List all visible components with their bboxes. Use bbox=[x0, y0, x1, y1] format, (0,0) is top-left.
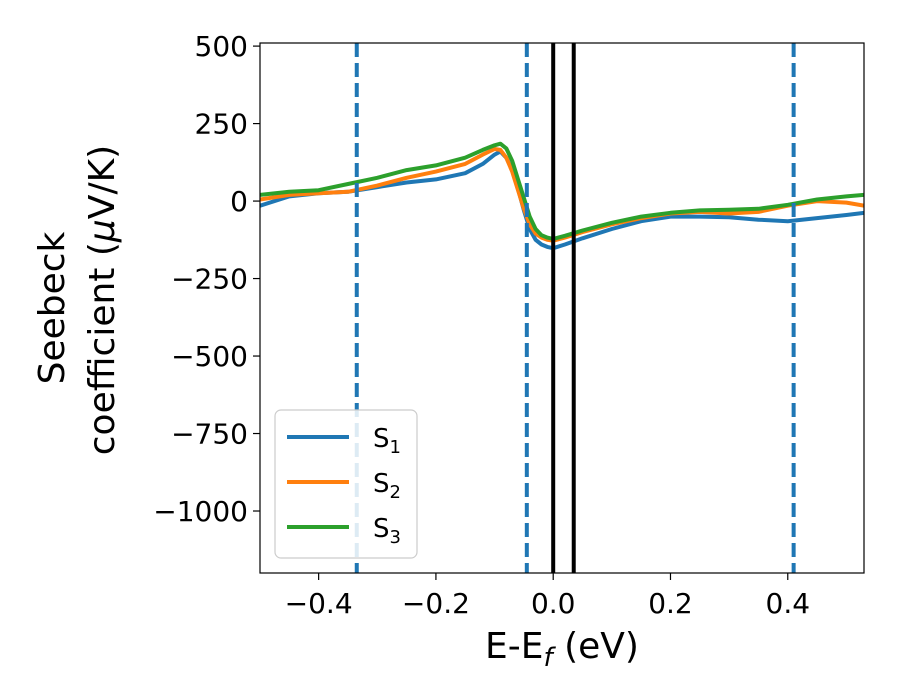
y-tick-label: 250 bbox=[195, 108, 248, 141]
series-line-1 bbox=[260, 149, 864, 251]
legend-label-2: S2 bbox=[373, 469, 401, 503]
y-tick-label: −500 bbox=[171, 340, 248, 373]
y-tick-label: 0 bbox=[230, 185, 248, 218]
x-tick-label: 0.2 bbox=[648, 587, 693, 620]
legend-label-1: S1 bbox=[373, 424, 401, 458]
x-tick-label: −0.2 bbox=[402, 587, 470, 620]
y-axis-label-line1: Seebeck bbox=[32, 231, 73, 384]
x-tick-label: 0.4 bbox=[766, 587, 811, 620]
y-axis-label-line2: coefficient (μV/K) bbox=[82, 145, 123, 455]
series-line-3 bbox=[260, 141, 864, 241]
y-tick-label: −1000 bbox=[153, 495, 248, 528]
y-tick-label: 500 bbox=[195, 30, 248, 63]
legend: S1 S2 S3 bbox=[274, 409, 418, 559]
x-tick-label: −0.4 bbox=[285, 587, 353, 620]
x-axis-label: E-Ef (eV) bbox=[485, 626, 639, 673]
series-line-2 bbox=[260, 147, 864, 243]
x-tick-label: 0.0 bbox=[531, 587, 576, 620]
plot-area bbox=[260, 43, 864, 573]
y-tick-label: −750 bbox=[171, 418, 248, 451]
legend-label-3: S3 bbox=[373, 514, 401, 548]
plot-frame bbox=[259, 42, 865, 574]
y-tick-label: −250 bbox=[171, 263, 248, 296]
axes: −0.4 −0.2 0.0 0.2 0.4 500 250 0 −250 −500 −750 −100… bbox=[153, 30, 865, 620]
